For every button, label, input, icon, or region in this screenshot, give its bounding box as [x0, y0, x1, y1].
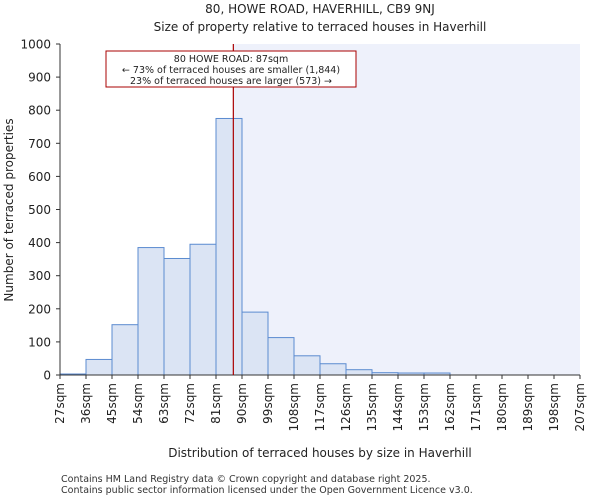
- y-tick-label: 1000: [20, 38, 51, 52]
- x-tick-label: 117sqm: [313, 383, 327, 431]
- chart-subtitle: Size of property relative to terraced ho…: [154, 20, 487, 34]
- histogram-bar: [137, 247, 165, 376]
- plot-area: 0 100 200 300 400 500 600 700 800 900 1000 27sqm 36s…: [20, 38, 587, 432]
- y-tick-label: 100: [28, 335, 51, 349]
- histogram-bar: [345, 369, 373, 376]
- x-tick-label: 90sqm: [235, 383, 249, 424]
- y-tick-label: 500: [28, 203, 51, 217]
- x-tick-label: 99sqm: [261, 383, 275, 424]
- x-tick-label: 198sqm: [547, 383, 561, 431]
- y-tick-label: 0: [43, 369, 51, 383]
- x-tick-label: 180sqm: [495, 383, 509, 431]
- histogram-bar: [241, 311, 269, 376]
- footer-line-1: Contains HM Land Registry data © Crown c…: [61, 474, 431, 485]
- x-tick-label: 45sqm: [105, 383, 119, 424]
- histogram-bar: [85, 358, 113, 376]
- x-tick-label: 36sqm: [79, 383, 93, 424]
- x-tick-label: 144sqm: [391, 383, 405, 431]
- x-tick-label: 207sqm: [573, 383, 587, 431]
- annotation-line: 80 HOWE ROAD: 87sqm: [174, 54, 288, 65]
- annotation-box: [105, 50, 357, 88]
- chart-title: 80, HOWE ROAD, HAVERHILL, CB9 9NJ: [205, 2, 435, 16]
- x-tick-label: 72sqm: [183, 383, 197, 424]
- histogram-bar: [111, 324, 139, 376]
- annotation-line: ← 73% of terraced houses are smaller (1,…: [122, 65, 340, 76]
- x-tick-label: 54sqm: [131, 383, 145, 424]
- y-tick-label: 300: [28, 269, 51, 283]
- histogram-bar: [189, 243, 217, 376]
- y-tick-label: 600: [28, 170, 51, 184]
- histogram-bar: [215, 117, 243, 376]
- x-tick-label: 171sqm: [469, 383, 483, 431]
- x-tick-label: 63sqm: [157, 383, 171, 424]
- x-tick-label: 108sqm: [287, 383, 301, 431]
- footer-line-2: Contains public sector information licen…: [61, 485, 473, 496]
- histogram-bar: [293, 355, 321, 376]
- highlight-region: [233, 44, 581, 375]
- y-tick-label: 900: [28, 71, 51, 85]
- x-axis-label: Distribution of terraced houses by size …: [168, 446, 472, 460]
- y-tick-label: 800: [28, 104, 51, 118]
- histogram-bar: [267, 337, 295, 376]
- y-axis-label: Number of terraced properties: [2, 118, 16, 301]
- x-tick-label: 81sqm: [209, 383, 223, 424]
- x-tick-label: 153sqm: [417, 383, 431, 431]
- footer-attribution: Contains HM Land Registry data © Crown c…: [61, 474, 473, 496]
- annotation-line: 23% of terraced houses are larger (573) …: [130, 76, 332, 87]
- x-tick-label: 189sqm: [521, 383, 535, 431]
- x-tick-label: 27sqm: [53, 383, 67, 424]
- histogram-bar: [163, 257, 191, 376]
- y-tick-label: 700: [28, 137, 51, 151]
- x-tick-label: 162sqm: [443, 383, 457, 431]
- y-tick-label: 200: [28, 302, 51, 316]
- x-tick-label: 135sqm: [365, 383, 379, 431]
- histogram-bar: [319, 363, 347, 376]
- y-tick-label: 400: [28, 236, 51, 250]
- x-tick-label: 126sqm: [339, 383, 353, 431]
